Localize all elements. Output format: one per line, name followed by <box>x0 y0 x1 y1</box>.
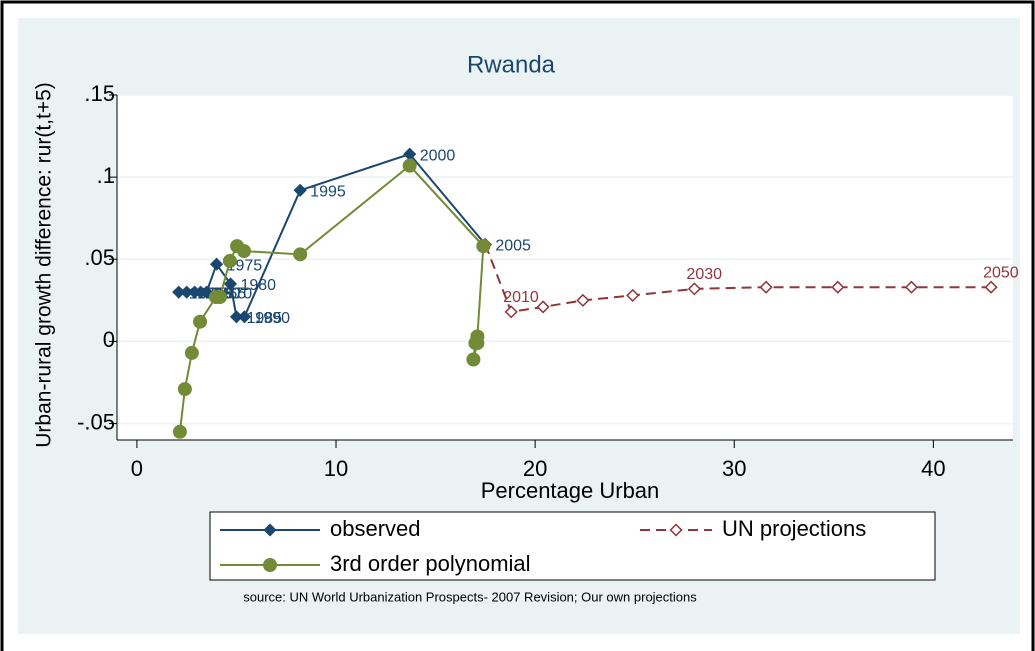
point <box>476 239 491 254</box>
point <box>293 183 307 197</box>
point <box>759 280 773 294</box>
point <box>212 290 227 305</box>
data-label: 1995 <box>310 184 346 201</box>
y-tick-label: .15 <box>84 81 115 106</box>
legend-label: UN projections <box>722 516 866 541</box>
point <box>831 280 845 294</box>
legend-marker <box>263 558 277 572</box>
data-label: 1980 <box>240 277 276 294</box>
point <box>209 257 224 271</box>
x-axis-title: Percentage Urban <box>481 478 660 503</box>
data-label: 2005 <box>495 238 531 255</box>
point <box>200 285 214 299</box>
series-line <box>484 244 992 313</box>
source-note: source: UN World Urbanization Prospects-… <box>243 589 697 604</box>
y-tick-label: -.05 <box>77 409 115 434</box>
data-label: 1985 <box>246 310 282 327</box>
point <box>402 158 417 173</box>
legend-label: 3rd order polynomial <box>330 551 531 576</box>
point <box>193 314 208 329</box>
point <box>237 310 251 324</box>
x-tick-label: 0 <box>131 456 143 481</box>
x-tick-label: 30 <box>722 456 746 481</box>
x-tick-label: 40 <box>921 456 945 481</box>
legend-marker <box>263 523 277 537</box>
y-tick-label: .1 <box>97 163 115 188</box>
y-tick-label: .05 <box>84 245 115 270</box>
point <box>223 277 238 291</box>
data-label: 2000 <box>420 147 456 164</box>
point <box>466 352 481 367</box>
y-tick-label: 0 <box>103 327 115 352</box>
data-label: 2050 <box>983 264 1019 281</box>
legend-label: observed <box>330 516 421 541</box>
point <box>504 305 518 319</box>
point <box>687 282 701 296</box>
legend <box>209 511 936 581</box>
y-axis-title: Urban-rural growth difference: rur(t,t+5… <box>33 82 56 448</box>
point <box>172 424 187 439</box>
point <box>237 244 252 259</box>
point <box>293 247 308 262</box>
data-label: 2030 <box>686 266 722 283</box>
data-label: 1990 <box>254 310 290 327</box>
point <box>984 280 998 294</box>
x-tick-label: 20 <box>523 456 547 481</box>
legend-marker <box>669 523 683 537</box>
point <box>576 293 590 307</box>
point <box>222 253 237 268</box>
point <box>177 382 192 397</box>
point <box>626 288 640 302</box>
chart-title: Rwanda <box>467 51 556 78</box>
point <box>470 336 485 351</box>
data-label: 2010 <box>503 289 539 306</box>
point <box>536 300 550 314</box>
point <box>184 345 199 360</box>
x-tick-label: 10 <box>324 456 348 481</box>
point <box>904 280 919 294</box>
